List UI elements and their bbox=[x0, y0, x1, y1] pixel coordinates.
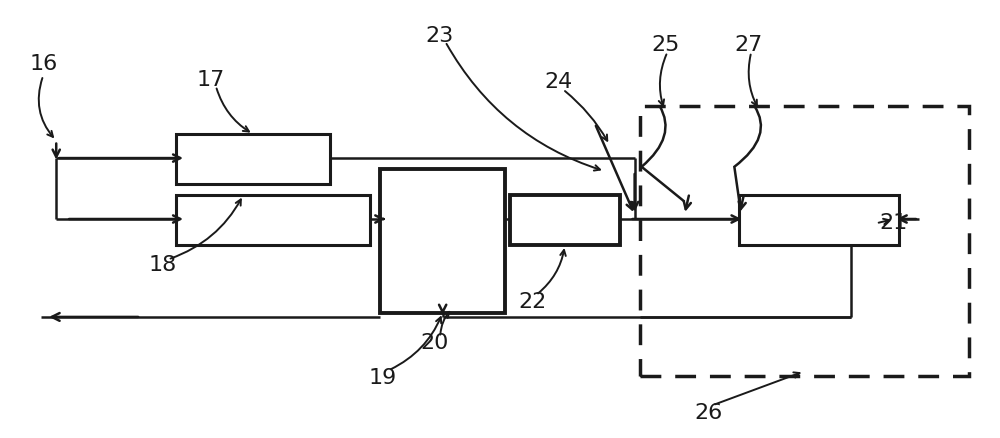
Text: 18: 18 bbox=[149, 255, 177, 275]
Text: 17: 17 bbox=[197, 70, 225, 90]
Text: 19: 19 bbox=[368, 368, 397, 388]
Bar bbox=[510, 195, 620, 245]
Text: 20: 20 bbox=[420, 333, 449, 353]
Bar bbox=[739, 195, 899, 245]
Text: 23: 23 bbox=[425, 26, 453, 46]
Bar bbox=[176, 195, 370, 245]
Bar bbox=[380, 169, 505, 313]
Text: 21: 21 bbox=[879, 213, 907, 233]
Text: 25: 25 bbox=[652, 35, 680, 55]
Bar bbox=[640, 106, 969, 376]
Text: 26: 26 bbox=[694, 403, 723, 423]
Text: 24: 24 bbox=[545, 72, 573, 92]
Bar bbox=[176, 134, 330, 184]
Text: 16: 16 bbox=[29, 54, 58, 74]
Text: 27: 27 bbox=[734, 35, 763, 55]
Text: 22: 22 bbox=[518, 292, 546, 312]
